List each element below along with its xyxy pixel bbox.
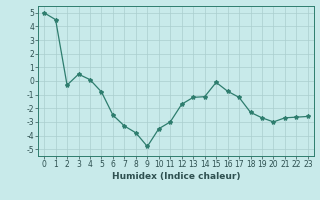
X-axis label: Humidex (Indice chaleur): Humidex (Indice chaleur) (112, 172, 240, 181)
